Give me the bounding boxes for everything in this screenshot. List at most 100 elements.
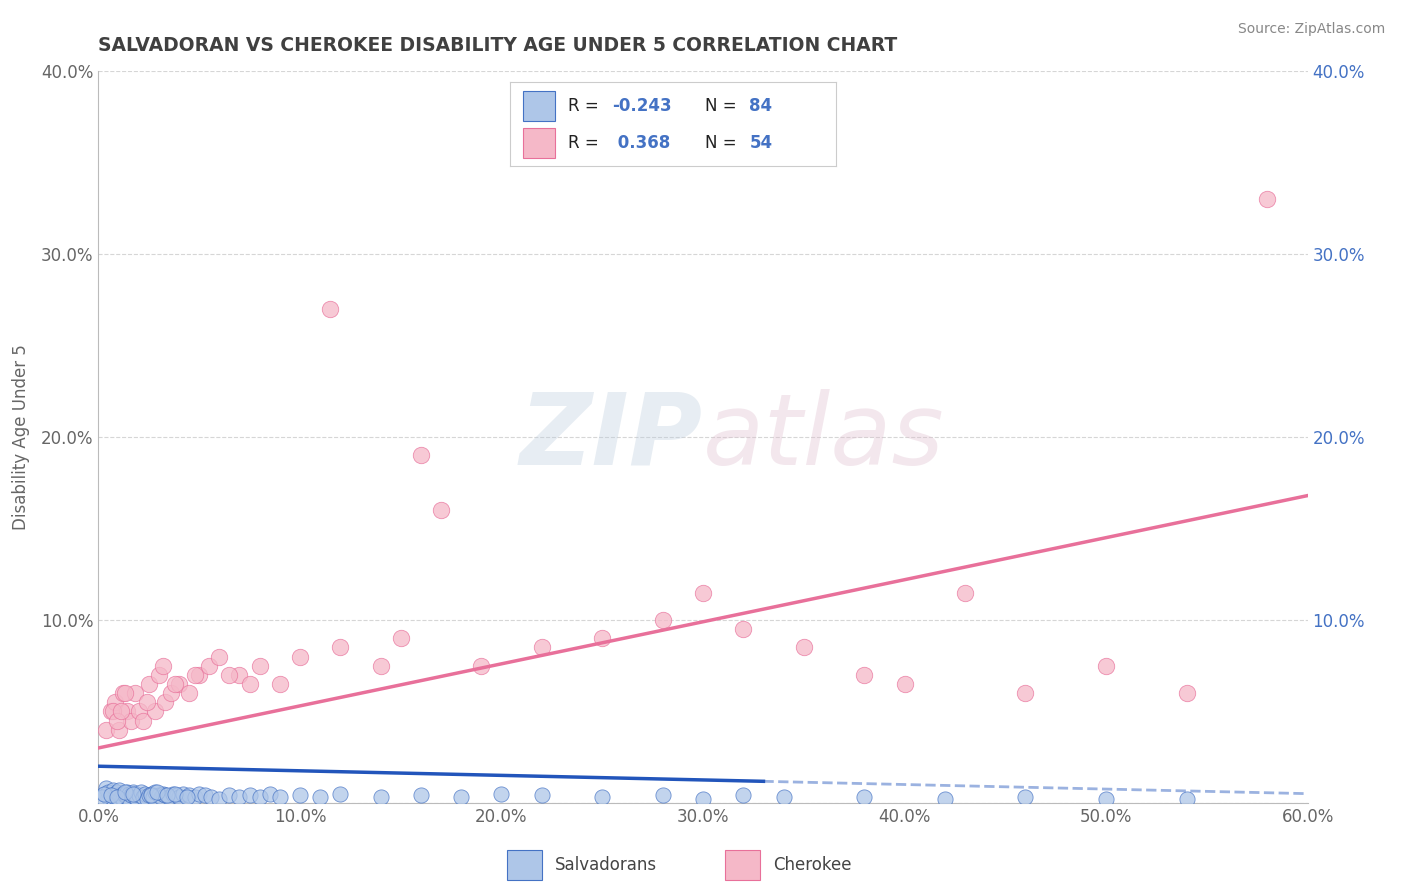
Point bbox=[101, 705, 124, 719]
Point bbox=[184, 790, 207, 805]
Point bbox=[1175, 686, 1198, 700]
Point bbox=[111, 787, 134, 801]
Point bbox=[124, 787, 146, 801]
Point bbox=[1095, 792, 1118, 806]
Point bbox=[125, 792, 148, 806]
Point bbox=[143, 705, 166, 719]
Point bbox=[370, 658, 392, 673]
Point bbox=[148, 667, 170, 681]
Point bbox=[853, 667, 876, 681]
Point bbox=[329, 640, 352, 655]
Point bbox=[194, 789, 217, 803]
Point bbox=[188, 787, 211, 801]
Point bbox=[103, 787, 125, 801]
Point bbox=[208, 649, 231, 664]
Point bbox=[124, 790, 146, 805]
Point bbox=[107, 789, 129, 803]
Point bbox=[167, 790, 190, 805]
Text: Source: ZipAtlas.com: Source: ZipAtlas.com bbox=[1237, 22, 1385, 37]
Point bbox=[1175, 792, 1198, 806]
Text: atlas: atlas bbox=[703, 389, 945, 485]
Point bbox=[228, 667, 250, 681]
Point bbox=[103, 695, 125, 709]
Point bbox=[450, 790, 472, 805]
Point bbox=[953, 585, 976, 599]
Point bbox=[149, 790, 172, 805]
Point bbox=[692, 792, 714, 806]
Point bbox=[128, 705, 150, 719]
Point bbox=[139, 787, 162, 801]
Point bbox=[893, 677, 915, 691]
Point bbox=[409, 448, 432, 462]
Point bbox=[153, 695, 176, 709]
Point bbox=[651, 613, 673, 627]
Text: SALVADORAN VS CHEROKEE DISABILITY AGE UNDER 5 CORRELATION CHART: SALVADORAN VS CHEROKEE DISABILITY AGE UN… bbox=[98, 36, 897, 54]
Point bbox=[142, 790, 165, 805]
Point bbox=[1014, 686, 1036, 700]
Point bbox=[239, 677, 262, 691]
Point bbox=[118, 787, 141, 801]
Point bbox=[1095, 658, 1118, 673]
Point bbox=[772, 790, 794, 805]
Point bbox=[530, 640, 553, 655]
Point bbox=[157, 790, 180, 805]
Point bbox=[218, 789, 240, 803]
Point bbox=[105, 714, 128, 728]
Point bbox=[114, 785, 136, 799]
Point bbox=[288, 649, 311, 664]
Point bbox=[96, 723, 118, 737]
Point bbox=[101, 783, 124, 797]
Point bbox=[200, 790, 222, 805]
Point bbox=[115, 705, 138, 719]
Point bbox=[163, 787, 186, 801]
Point bbox=[389, 632, 412, 646]
Point bbox=[163, 677, 186, 691]
Point bbox=[110, 705, 132, 719]
Point bbox=[259, 787, 281, 801]
Point bbox=[93, 787, 115, 801]
Point bbox=[162, 787, 184, 801]
Point bbox=[143, 785, 166, 799]
Point bbox=[132, 714, 155, 728]
Point bbox=[114, 789, 136, 803]
Point bbox=[138, 677, 160, 691]
Point bbox=[107, 783, 129, 797]
Point bbox=[103, 790, 125, 805]
Point bbox=[208, 792, 231, 806]
Point bbox=[1256, 192, 1278, 206]
Point bbox=[793, 640, 815, 655]
Point bbox=[110, 790, 132, 805]
Point bbox=[105, 785, 128, 799]
Point bbox=[319, 301, 342, 317]
Point bbox=[176, 790, 198, 805]
Point bbox=[124, 686, 146, 700]
Point bbox=[135, 792, 157, 806]
Point bbox=[101, 792, 124, 806]
Point bbox=[129, 785, 152, 799]
Point bbox=[111, 792, 134, 806]
Point bbox=[167, 677, 190, 691]
Point bbox=[152, 787, 174, 801]
Point bbox=[651, 789, 673, 803]
Text: ZIP: ZIP bbox=[520, 389, 703, 485]
Point bbox=[228, 790, 250, 805]
Point bbox=[100, 705, 122, 719]
Point bbox=[107, 723, 129, 737]
Point bbox=[132, 790, 155, 805]
Point bbox=[591, 632, 613, 646]
Point bbox=[152, 658, 174, 673]
Point bbox=[115, 790, 138, 805]
Point bbox=[91, 790, 114, 805]
Point bbox=[111, 686, 134, 700]
Point bbox=[121, 785, 143, 799]
Point bbox=[172, 787, 194, 801]
Point bbox=[146, 785, 169, 799]
Point bbox=[153, 789, 176, 803]
Point bbox=[139, 789, 162, 803]
Point bbox=[853, 790, 876, 805]
Point bbox=[105, 790, 128, 805]
Point bbox=[114, 686, 136, 700]
Point bbox=[97, 790, 120, 805]
Point bbox=[138, 789, 160, 803]
Point bbox=[118, 792, 141, 806]
